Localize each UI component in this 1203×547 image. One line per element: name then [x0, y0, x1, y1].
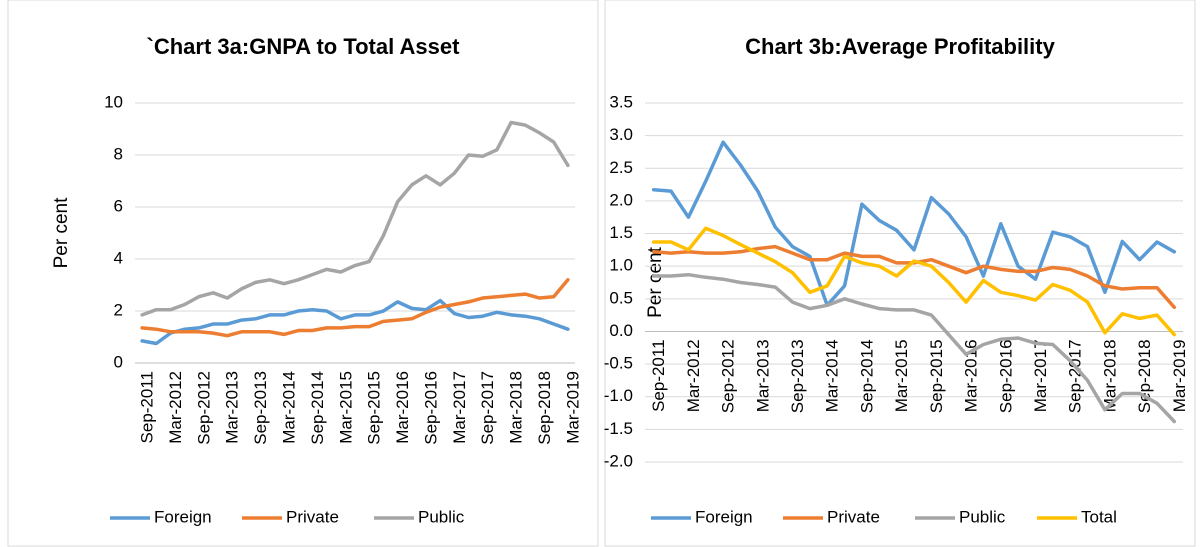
x-tick-label: Mar-2016	[962, 339, 981, 412]
y-axis-label: Per cent	[645, 246, 666, 317]
legend-label: Total	[1081, 507, 1117, 526]
panel-border	[7, 0, 599, 547]
series-line	[140, 278, 570, 338]
x-tick-label: Mar-2019	[1170, 339, 1189, 412]
series-line	[140, 298, 570, 346]
legend-label: Foreign	[695, 507, 753, 526]
y-tick-label: 8	[114, 144, 123, 163]
x-tick-label: Mar-2018	[1100, 339, 1119, 412]
y-tick-label: 0	[114, 352, 123, 371]
x-tick-label: Mar-2017	[1031, 339, 1050, 412]
y-tick-label: 2	[114, 300, 123, 319]
x-tick-label: Mar-2017	[450, 371, 469, 444]
x-tick-label: Mar-2015	[892, 339, 911, 412]
x-tick-label: Mar-2012	[684, 339, 703, 412]
x-tick-label: Sep-2018	[535, 371, 554, 445]
series-line	[651, 226, 1177, 337]
y-tick-label: 2.5	[609, 158, 633, 177]
x-tick-label: Mar-2012	[166, 371, 185, 444]
series-line	[651, 140, 1177, 308]
y-tick-label: -2.0	[604, 451, 633, 470]
x-tick-label: Sep-2013	[251, 371, 270, 445]
y-tick-label: 0.0	[609, 321, 633, 340]
legend-label: Public	[959, 507, 1006, 526]
chart-title: Chart 3b:Average Profitability	[745, 34, 1055, 59]
x-tick-label: Sep-2014	[308, 371, 327, 445]
legend-label: Public	[418, 507, 465, 526]
y-tick-label: 0.5	[609, 288, 633, 307]
y-tick-label: 2.0	[609, 190, 633, 209]
x-tick-label: Sep-2017	[478, 371, 497, 445]
y-tick-label: 3.0	[609, 125, 633, 144]
x-tick-label: Sep-2017	[1066, 339, 1085, 413]
x-tick-label: Mar-2014	[823, 339, 842, 412]
x-tick-label: Sep-2011	[138, 371, 157, 443]
x-tick-label: Sep-2015	[365, 371, 384, 445]
y-tick-label: 1.0	[609, 256, 633, 275]
y-tick-label: -0.5	[604, 354, 633, 373]
x-tick-label: Sep-2013	[788, 339, 807, 413]
y-tick-label: 4	[114, 248, 123, 267]
y-tick-label: -1.0	[604, 386, 633, 405]
legend-label: Private	[286, 507, 339, 526]
y-tick-label: 1.5	[609, 223, 633, 242]
legend-label: Foreign	[154, 507, 212, 526]
y-tick-label: 10	[104, 92, 123, 111]
x-tick-label: Sep-2014	[857, 339, 876, 413]
x-tick-label: Mar-2016	[393, 371, 412, 444]
x-tick-label: Mar-2015	[336, 371, 355, 444]
chart-title: `Chart 3a:GNPA to Total Asset	[147, 34, 461, 59]
x-tick-label: Sep-2012	[719, 339, 738, 413]
panel-border	[604, 0, 1196, 547]
x-tick-label: Sep-2011	[649, 339, 668, 411]
x-tick-label: Sep-2018	[1135, 339, 1154, 413]
series-line	[651, 272, 1177, 424]
y-tick-label: 6	[114, 196, 123, 215]
x-tick-label: Mar-2013	[223, 371, 242, 444]
y-tick-label: 3.5	[609, 92, 633, 111]
x-tick-label: Mar-2014	[280, 371, 299, 444]
x-tick-label: Sep-2015	[927, 339, 946, 413]
legend-label: Private	[827, 507, 880, 526]
x-tick-label: Sep-2016	[996, 339, 1015, 413]
x-tick-label: Mar-2013	[753, 339, 772, 412]
x-tick-label: Mar-2018	[507, 371, 526, 444]
x-tick-label: Sep-2016	[421, 371, 440, 445]
x-tick-label: Sep-2012	[194, 371, 213, 445]
y-tick-label: -1.5	[604, 419, 633, 438]
x-tick-label: Mar-2019	[563, 371, 582, 444]
y-axis-label: Per cent	[51, 197, 72, 268]
series-line	[651, 244, 1177, 310]
series-line	[140, 120, 570, 317]
